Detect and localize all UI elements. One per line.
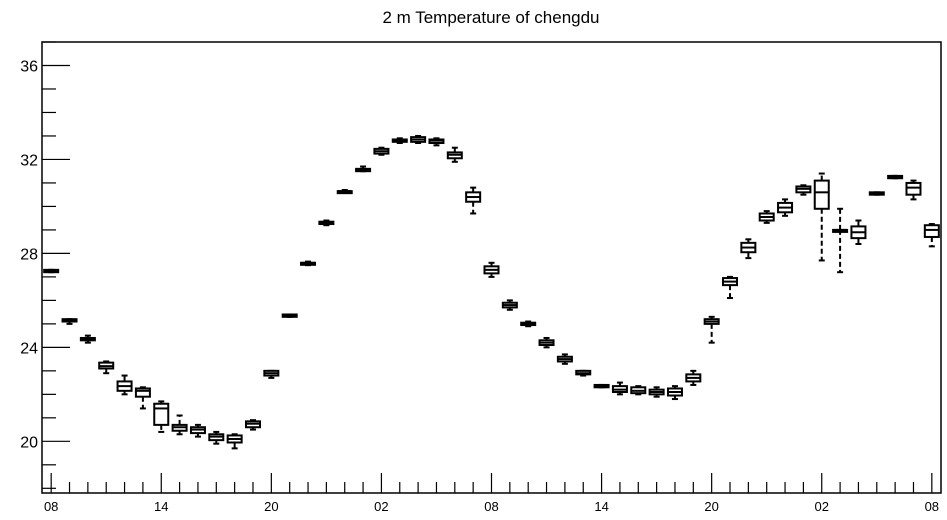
x-tick-label: 14 — [594, 499, 608, 514]
y-tick-label: 28 — [20, 246, 38, 263]
box-hour-2 — [79, 334, 96, 344]
box-hour-16 — [336, 188, 353, 195]
box-hour-9 — [208, 430, 225, 445]
box-hour-13 — [281, 313, 298, 318]
box-hour-8 — [189, 423, 206, 438]
box-hour-12 — [263, 369, 280, 379]
y-tick-label: 20 — [20, 434, 38, 451]
box-hour-4 — [116, 374, 133, 396]
y-axis: 20 24 28 32 36 — [20, 41, 70, 489]
box-hour-7 — [171, 414, 188, 436]
box-hour-34 — [666, 385, 683, 401]
box-hour-35 — [685, 369, 702, 386]
box-hour-47 — [905, 179, 922, 201]
box-hour-14 — [300, 260, 317, 267]
x-tick-label: 08 — [44, 499, 58, 514]
x-tick-label: 14 — [154, 499, 168, 514]
y-tick-label: 36 — [20, 58, 38, 75]
x-tick-label: 20 — [704, 499, 718, 514]
box-hour-22 — [446, 146, 463, 163]
chart-title: 2 m Temperature of chengdu — [382, 8, 599, 27]
box-hour-1 — [61, 318, 78, 325]
box-body — [813, 179, 830, 210]
box-hour-45 — [868, 191, 885, 196]
x-axis: 08 14 20 02 08 14 20 02 08 — [44, 473, 939, 514]
box-hour-43 — [832, 207, 849, 274]
y-tick-label: 32 — [20, 152, 38, 169]
box-hour-36 — [703, 315, 720, 344]
box-hour-18 — [373, 146, 390, 156]
box-hour-3 — [98, 360, 115, 375]
box-hour-0 — [43, 268, 60, 274]
box-hour-32 — [630, 385, 647, 396]
box-hour-26 — [520, 320, 537, 328]
box-hour-5 — [134, 386, 151, 410]
box-hour-31 — [611, 381, 628, 396]
box-hour-17 — [355, 165, 372, 173]
box-hour-29 — [575, 369, 592, 377]
box-body — [923, 224, 940, 238]
box-hour-25 — [501, 299, 518, 311]
box-hour-37 — [722, 275, 739, 300]
box-hour-41 — [795, 184, 812, 196]
x-tick-label: 02 — [374, 499, 388, 514]
box-body — [905, 181, 922, 196]
box-hour-10 — [226, 433, 243, 450]
y-tick-label: 24 — [20, 340, 38, 357]
box-hour-21 — [428, 137, 445, 147]
box-hour-48 — [923, 223, 940, 248]
box-hour-23 — [465, 186, 482, 215]
box-hour-6 — [153, 400, 170, 433]
x-tick-label: 08 — [484, 499, 498, 514]
boxes-layer — [43, 134, 940, 450]
box-hour-20 — [410, 134, 427, 145]
box-hour-27 — [538, 336, 555, 349]
box-hour-30 — [593, 383, 610, 389]
box-hour-44 — [850, 219, 867, 246]
box-hour-19 — [391, 137, 408, 145]
box-hour-33 — [648, 386, 665, 398]
x-tick-label: 02 — [815, 499, 829, 514]
box-hour-28 — [556, 353, 573, 365]
box-hour-46 — [887, 174, 904, 180]
x-tick-label: 08 — [925, 499, 939, 514]
x-tick-label: 20 — [264, 499, 278, 514]
box-hour-24 — [483, 261, 500, 278]
box-hour-39 — [758, 210, 775, 224]
box-hour-15 — [318, 219, 335, 227]
box-hour-40 — [777, 198, 794, 217]
box-hour-11 — [244, 419, 261, 431]
box-hour-38 — [740, 238, 757, 260]
box-body — [153, 402, 170, 426]
box-body — [134, 387, 151, 398]
box-hour-42 — [813, 172, 830, 262]
